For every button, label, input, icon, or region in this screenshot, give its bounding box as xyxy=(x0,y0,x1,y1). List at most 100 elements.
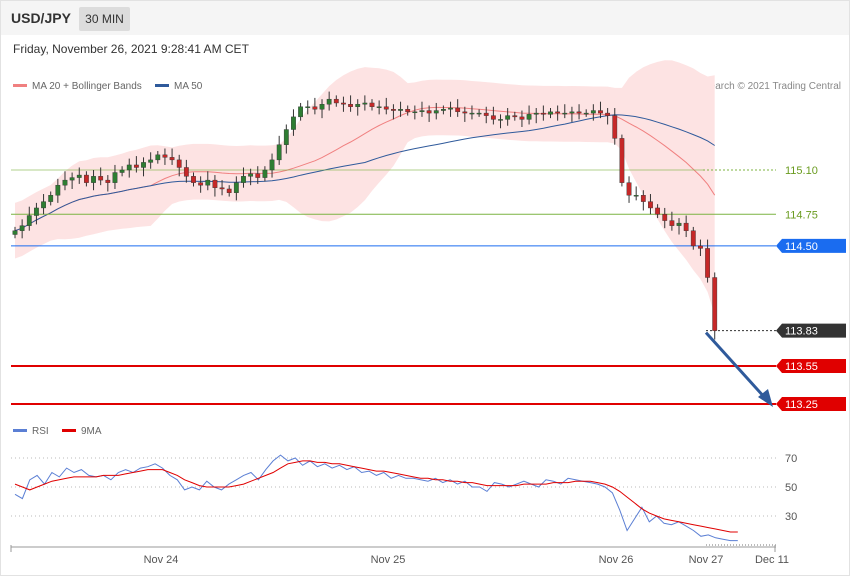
candle-body xyxy=(398,109,403,111)
candle-body xyxy=(226,188,232,193)
legend-ma20-label: MA 20 + Bollinger Bands xyxy=(32,81,142,92)
candle-body xyxy=(705,248,710,278)
candle-body xyxy=(555,111,561,114)
candle-body xyxy=(12,230,18,235)
candle-body xyxy=(219,187,225,190)
candle-body xyxy=(241,176,246,183)
candle-body xyxy=(462,111,468,114)
candle-body xyxy=(576,111,582,114)
candle-body xyxy=(262,169,268,178)
price-badge-label-113-25: 113.25 xyxy=(785,399,818,411)
candle-body xyxy=(405,109,411,113)
price-badge-label-113-55: 113.55 xyxy=(785,361,818,373)
candle-body xyxy=(376,106,382,108)
candle-body xyxy=(62,179,68,186)
price-badge-113-55 xyxy=(776,359,846,374)
candle-body xyxy=(690,230,696,247)
candle-body xyxy=(248,173,254,177)
candle-body xyxy=(83,174,89,183)
candle-body xyxy=(348,104,353,107)
candle-body xyxy=(533,112,539,115)
candle-body xyxy=(112,172,118,183)
symbol-label: USD/JPY xyxy=(11,10,71,26)
ma50-swatch xyxy=(155,83,169,87)
candle-body xyxy=(355,104,361,107)
candle-body xyxy=(476,112,482,115)
candle-body xyxy=(441,109,446,111)
candle-body xyxy=(633,195,639,197)
level-label-114-75: 114.75 xyxy=(785,209,818,221)
rsi-tick-70: 70 xyxy=(785,453,797,465)
rsi-tick-50: 50 xyxy=(785,482,797,494)
rsi-tick-30: 30 xyxy=(785,511,797,523)
candle-body xyxy=(48,195,54,202)
candle-body xyxy=(198,182,204,186)
candle-body xyxy=(291,116,296,130)
candle-body xyxy=(669,220,675,226)
candle-body xyxy=(183,167,189,177)
candle-body xyxy=(383,106,389,110)
candle-body xyxy=(612,115,618,139)
price-badge-label-113-83: 113.83 xyxy=(785,326,818,338)
candle-body xyxy=(205,179,211,186)
candle-body xyxy=(155,154,161,161)
candle-body xyxy=(319,104,325,110)
x-tick-label: Nov 25 xyxy=(371,554,406,566)
candle-body xyxy=(412,111,418,114)
candle-body xyxy=(34,207,39,216)
candle-body xyxy=(191,176,196,183)
candle-body xyxy=(169,157,175,161)
candle-body xyxy=(598,110,603,114)
candle-body xyxy=(305,106,311,108)
price-badge-113-25 xyxy=(776,397,846,411)
datetime-label: Friday, November 26, 2021 9:28:41 AM CET xyxy=(13,42,249,56)
candle-body xyxy=(69,177,75,181)
candle-body xyxy=(41,201,46,209)
legend-ma50-label: MA 50 xyxy=(174,81,203,92)
candle-body xyxy=(391,109,396,111)
legend-ma20: MA 20 + Bollinger Bands xyxy=(13,81,142,92)
candle-body xyxy=(648,201,653,209)
candle-body xyxy=(341,102,346,105)
candle-body xyxy=(333,98,339,104)
candle-body xyxy=(105,179,111,183)
candle-body xyxy=(448,107,453,110)
x-tick-label: Nov 27 xyxy=(689,554,724,566)
candle-body xyxy=(512,115,518,118)
x-tick-label: Nov 24 xyxy=(144,554,179,566)
candle-body xyxy=(255,173,261,178)
candle-body xyxy=(676,222,682,226)
candle-body xyxy=(141,162,146,168)
candle-body xyxy=(283,129,289,145)
candle-body xyxy=(126,164,132,171)
candle-body xyxy=(590,110,596,114)
candle-body xyxy=(455,107,461,113)
forecast-arrow-line xyxy=(704,331,768,401)
candle-body xyxy=(683,222,689,231)
price-badge-label-114-50: 114.50 xyxy=(785,241,818,253)
timeframe-button[interactable]: 30 MIN xyxy=(79,7,130,31)
legend-9ma-label: 9MA xyxy=(81,426,102,437)
candle-body xyxy=(662,214,668,221)
candle-body xyxy=(469,112,475,115)
candle-body xyxy=(698,245,703,249)
candle-body xyxy=(519,116,525,120)
rsi-9ma-line xyxy=(14,460,738,533)
candle-body xyxy=(369,102,375,107)
candle-body xyxy=(562,112,568,115)
candle-body xyxy=(362,102,368,105)
price-badge-114-50 xyxy=(776,238,846,253)
candle-body xyxy=(490,115,496,120)
candle-body xyxy=(133,164,139,168)
candle-body xyxy=(540,112,546,115)
candle-body xyxy=(119,169,125,173)
candle-body xyxy=(483,112,489,116)
level-label-115-10: 115.10 xyxy=(785,165,818,177)
candle-body xyxy=(583,112,589,115)
candle-body xyxy=(176,159,182,168)
candle-body xyxy=(233,182,239,193)
9ma-swatch xyxy=(62,428,76,432)
credit-label: Research © 2021 Trading Central xyxy=(691,81,841,92)
candle-body xyxy=(212,179,218,188)
